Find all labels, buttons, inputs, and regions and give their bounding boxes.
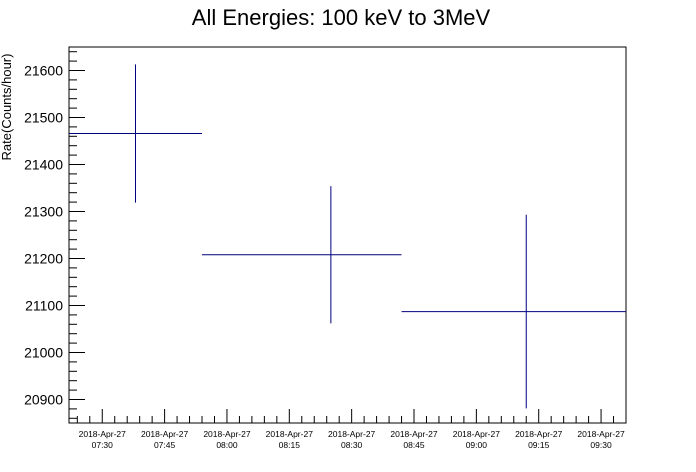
x-tick-label-time: 09:30: [590, 440, 612, 450]
x-tick-label-time: 09:00: [466, 440, 488, 450]
x-tick-label-time: 09:15: [528, 440, 550, 450]
x-tick-label-date: 2018-Apr-27: [79, 429, 127, 439]
y-tick-label: 20900: [24, 392, 63, 408]
data-point: [202, 186, 402, 324]
x-tick-label-date: 2018-Apr-27: [453, 429, 501, 439]
data-point: [401, 214, 626, 409]
x-tick-label-time: 08:45: [403, 440, 425, 450]
x-tick-label-time: 08:15: [279, 440, 301, 450]
x-tick-label-time: 07:30: [92, 440, 114, 450]
x-tick-label-date: 2018-Apr-27: [515, 429, 563, 439]
y-tick-label: 21500: [24, 110, 63, 126]
y-tick-label: 21100: [25, 298, 63, 314]
y-tick-label: 21300: [24, 204, 63, 220]
y-tick-label: 21200: [24, 251, 63, 267]
x-tick-label-time: 08:30: [341, 440, 363, 450]
plot-frame: [68, 46, 627, 424]
x-tick-label-date: 2018-Apr-27: [203, 429, 251, 439]
y-tick-label: 21600: [24, 63, 63, 79]
data-point: [69, 64, 203, 203]
y-tick-label: 21000: [24, 345, 63, 361]
y-tick-label: 21400: [24, 157, 63, 173]
x-tick-label-date: 2018-Apr-27: [390, 429, 438, 439]
x-tick-label-date: 2018-Apr-27: [577, 429, 625, 439]
y-axis: 20900 21000 21100 21200 21300 21400 21500 21600: [24, 51, 85, 419]
y-axis-label: Rate(Counts/hour): [0, 54, 14, 161]
x-axis: 2018-Apr-2707:302018-Apr-2707:452018-Apr…: [76, 409, 627, 450]
x-tick-label-time: 07:45: [154, 440, 176, 450]
x-tick-label-date: 2018-Apr-27: [328, 429, 376, 439]
x-tick-label-date: 2018-Apr-27: [141, 429, 189, 439]
chart-title: All Energies: 100 keV to 3MeV: [192, 5, 491, 30]
x-tick-label-date: 2018-Apr-27: [266, 429, 314, 439]
data-layer: [69, 64, 626, 409]
x-tick-label-time: 08:00: [216, 440, 238, 450]
